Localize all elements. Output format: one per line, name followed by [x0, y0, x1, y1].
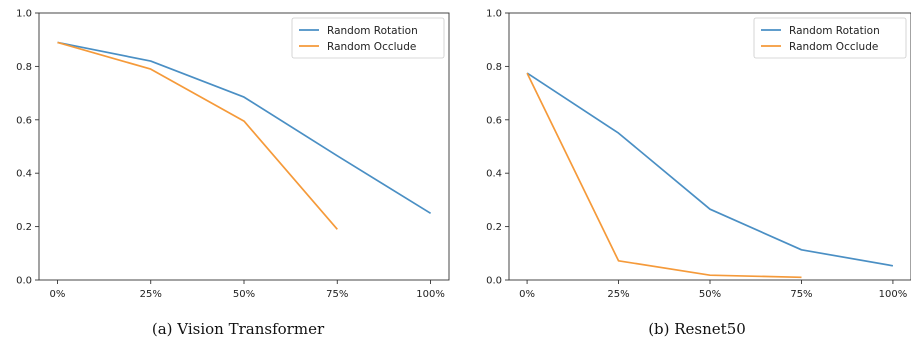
legend-box	[291, 17, 445, 59]
chart-caption: (b) Resnet50	[648, 320, 746, 338]
legend: Random Rotation Random Occlude	[753, 17, 907, 59]
y-tick-label: 0.8	[16, 62, 32, 73]
series-line-random-rotation	[57, 41, 432, 215]
legend-entry: Random Occlude	[327, 41, 416, 53]
x-tick-label: 100%	[879, 289, 908, 300]
y-tick-label: 0.6	[16, 115, 32, 126]
x-tick-label: 100%	[416, 289, 445, 300]
x-tick-label: 75%	[326, 289, 348, 300]
y-tick-label: 1.0	[486, 9, 502, 20]
series-line-random-occlude	[526, 72, 802, 279]
series-line-random-occlude	[57, 41, 338, 230]
legend: Random Rotation Random Occlude	[291, 17, 445, 59]
legend-entry: Random Rotation	[327, 25, 418, 37]
chart-vision-transformer: 0.0 0.2 0.4 0.6 0.8 1.0 0% 25% 50% 75% 100% Random …	[16, 9, 450, 338]
y-tick-label: 0.0	[16, 276, 32, 287]
legend-entry: Random Rotation	[789, 25, 880, 37]
x-tick-label: 0%	[50, 289, 66, 300]
y-tick-label: 1.0	[16, 9, 32, 20]
x-tick-label: 25%	[140, 289, 162, 300]
x-tick-label: 0%	[519, 289, 535, 300]
x-tick-label: 50%	[699, 289, 721, 300]
y-tick-label: 0.0	[486, 276, 502, 287]
chart-resnet50: 0.0 0.2 0.4 0.6 0.8 1.0 0% 25% 50% 75% 100% Random …	[486, 9, 911, 338]
y-tick-label: 0.4	[16, 169, 32, 180]
x-tick-label: 50%	[233, 289, 255, 300]
y-tick-label: 0.4	[486, 169, 502, 180]
x-tick-label: 25%	[607, 289, 629, 300]
y-tick-label: 0.2	[16, 222, 32, 233]
chart-caption: (a) Vision Transformer	[152, 320, 325, 338]
y-tick-label: 0.8	[486, 62, 502, 73]
series-line-random-rotation	[526, 72, 894, 267]
legend-entry: Random Occlude	[789, 41, 878, 53]
y-tick-label: 0.2	[486, 222, 502, 233]
legend-box	[753, 17, 907, 59]
x-tick-label: 75%	[790, 289, 812, 300]
y-tick-label: 0.6	[486, 115, 502, 126]
